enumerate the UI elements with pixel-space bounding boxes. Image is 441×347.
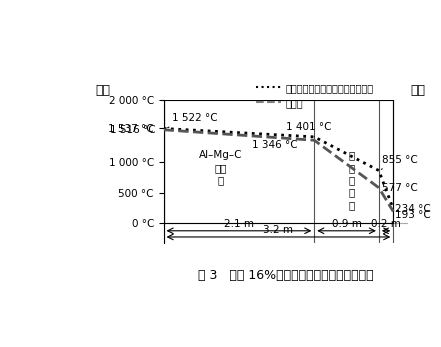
Text: 3.2 m: 3.2 m	[263, 225, 293, 235]
Legend: 复合纳米级微孔隔热材料钢包内衬, 蛭石板: 复合纳米级微孔隔热材料钢包内衬, 蛭石板	[252, 79, 377, 112]
Text: Al–Mg–C
耐火
砖: Al–Mg–C 耐火 砖	[199, 150, 243, 185]
Text: 冷面: 冷面	[410, 84, 425, 97]
Text: 1 516 °C: 1 516 °C	[110, 125, 155, 135]
Text: 0.9 m: 0.9 m	[332, 219, 362, 229]
Text: 577 °C: 577 °C	[382, 183, 418, 193]
Text: 1 401 °C: 1 401 °C	[286, 121, 331, 137]
Text: 2.1 m: 2.1 m	[224, 219, 254, 229]
Text: 234 °C: 234 °C	[395, 204, 430, 214]
Text: 855 °C: 855 °C	[381, 155, 418, 169]
Text: 1 346 °C: 1 346 °C	[252, 140, 298, 150]
Text: 1 522 °C: 1 522 °C	[168, 113, 218, 128]
Text: 193 °C: 193 °C	[395, 210, 430, 220]
Text: 图 3   冷面 16%的降温使得熔体保留更多热量: 图 3 冷面 16%的降温使得熔体保留更多热量	[198, 269, 374, 282]
Text: 隔
热
耐
火
砖: 隔 热 耐 火 砖	[348, 150, 355, 210]
Text: 热面: 热面	[95, 84, 110, 97]
Text: 0.2 m: 0.2 m	[371, 219, 401, 229]
